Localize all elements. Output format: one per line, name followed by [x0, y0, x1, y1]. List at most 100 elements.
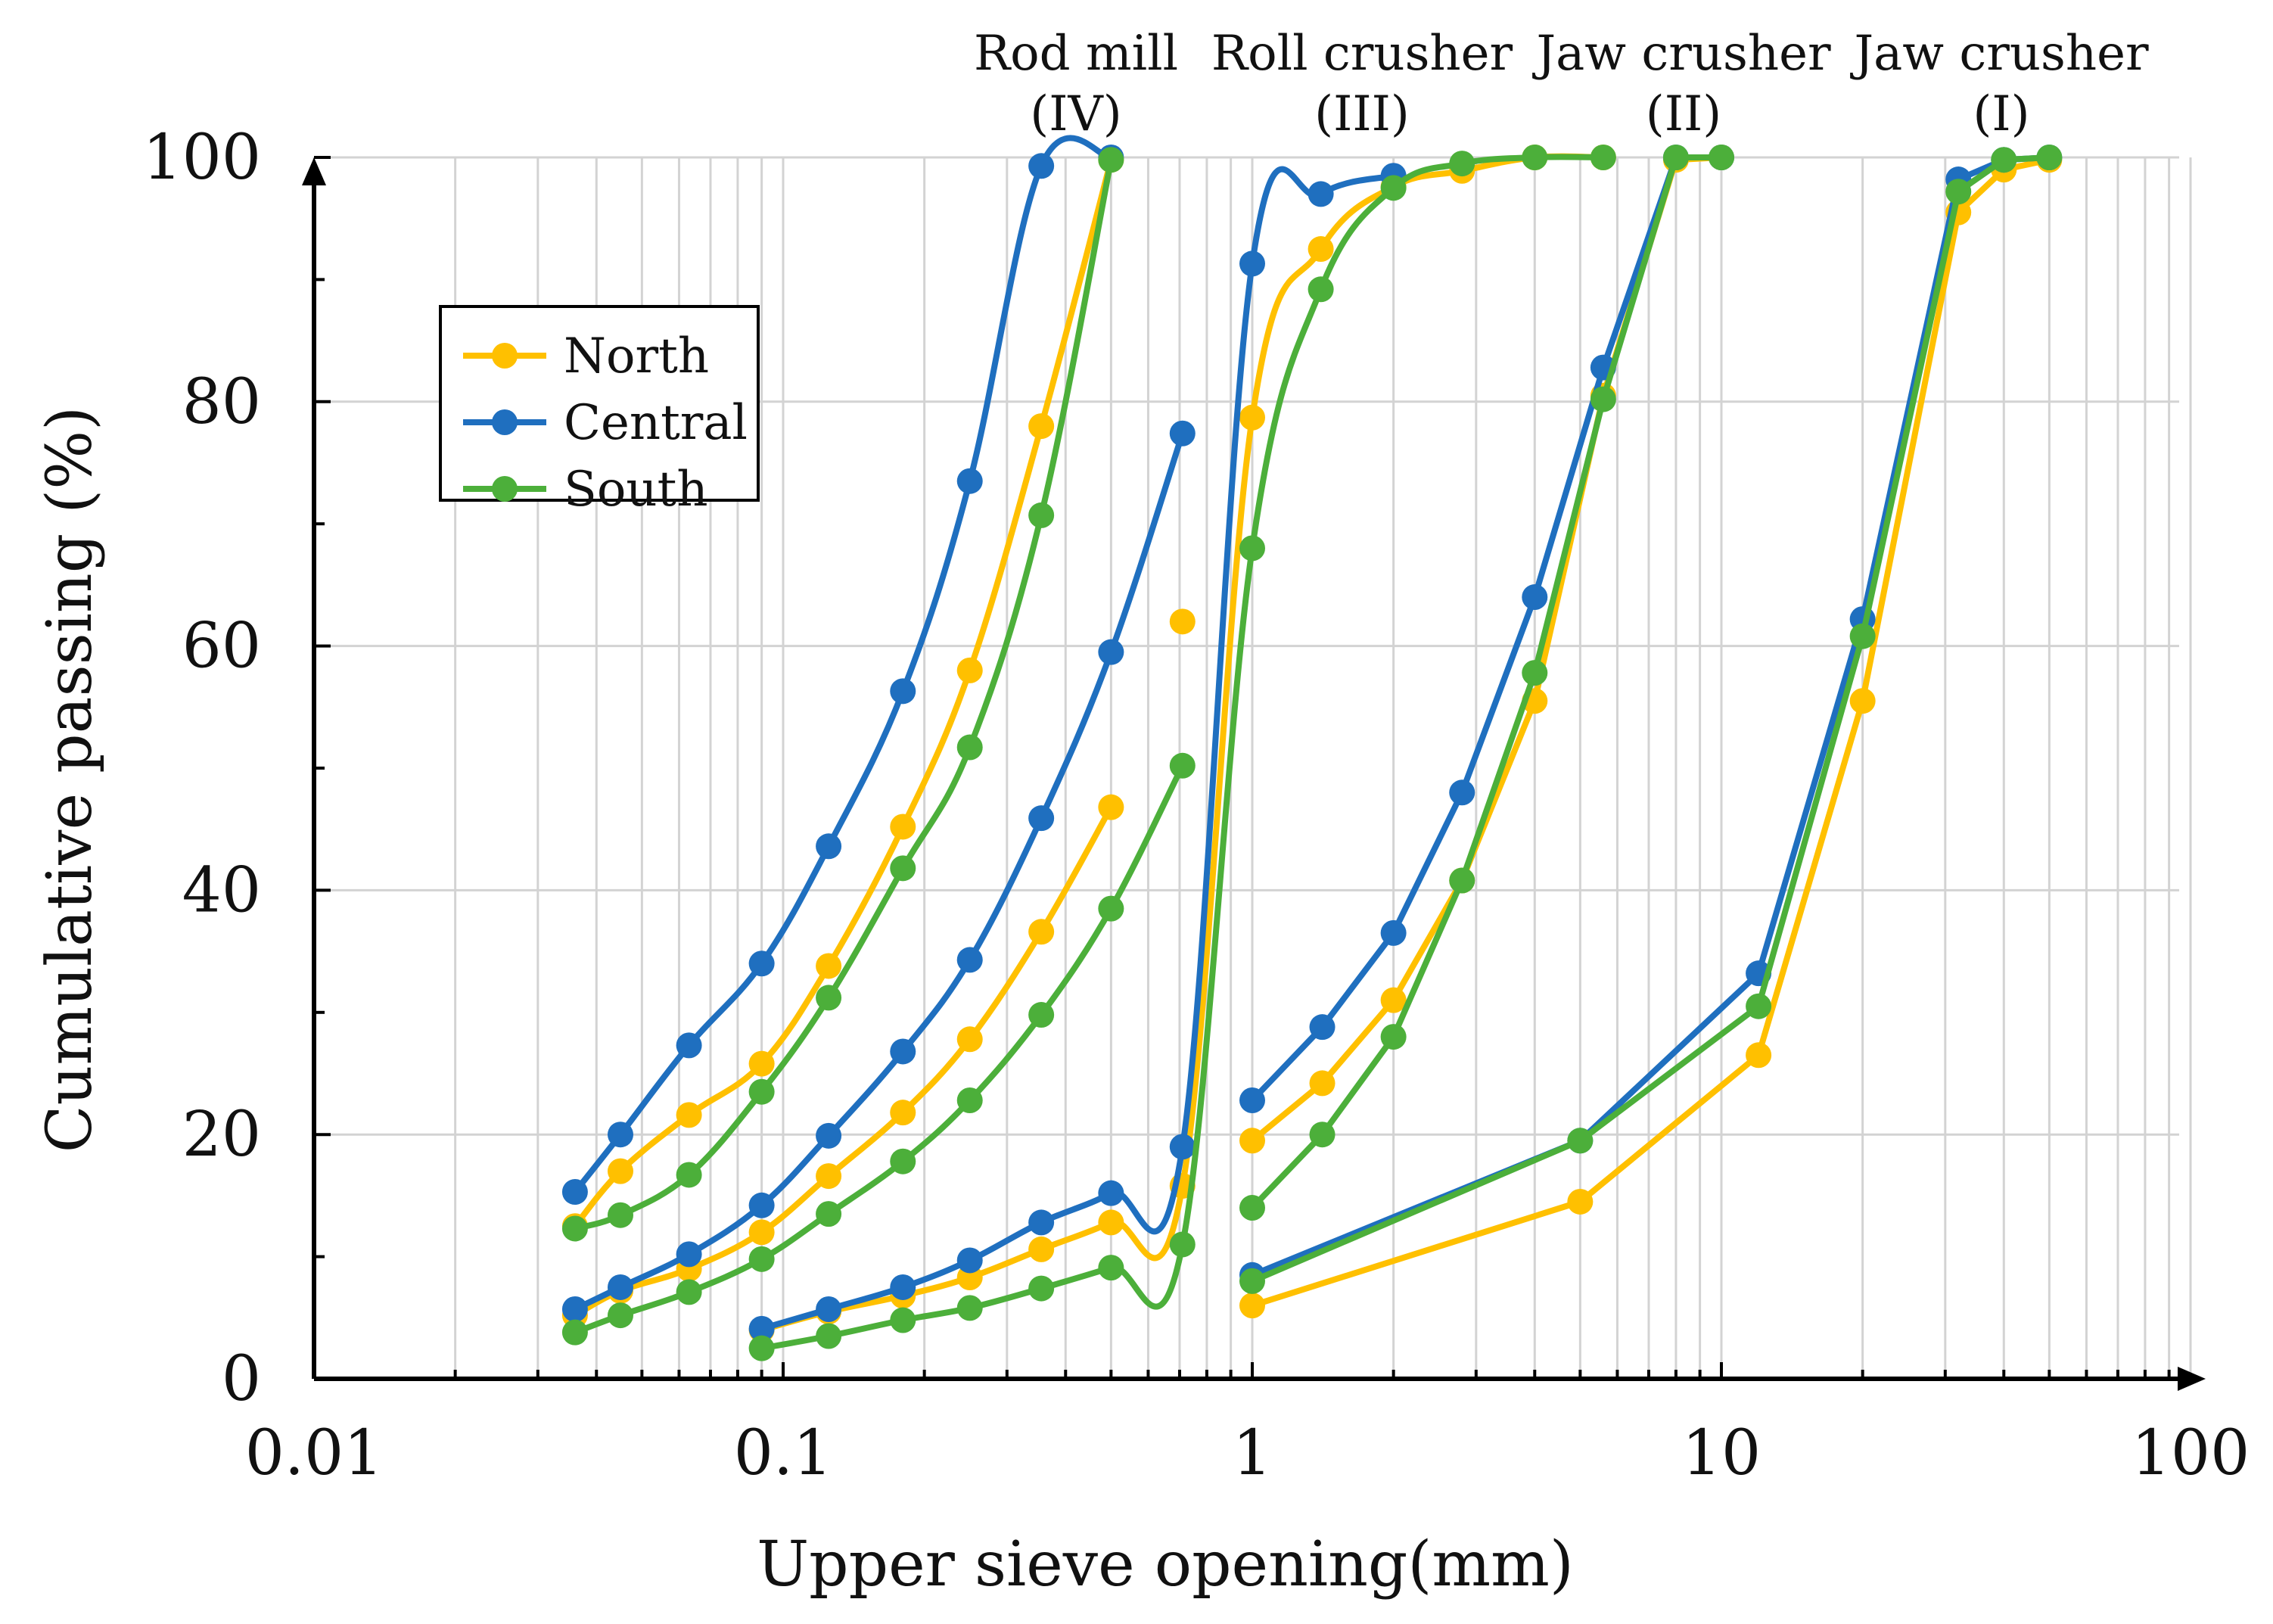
legend-swatch-marker: [492, 476, 518, 502]
data-point: [1380, 987, 1407, 1013]
data-point: [1849, 688, 1876, 714]
data-point: [1169, 420, 1196, 446]
data-point: [956, 1087, 983, 1114]
data-point: [1567, 1188, 1594, 1215]
series-central: [561, 135, 2063, 1342]
data-point: [748, 1192, 775, 1218]
stage-label-name: Rod mill: [974, 26, 1178, 82]
data-point: [890, 1148, 916, 1174]
series-south: [561, 145, 2063, 1361]
data-point: [890, 678, 916, 705]
data-point: [816, 1323, 842, 1349]
data-point: [676, 1102, 702, 1128]
legend-swatch-marker: [492, 409, 518, 435]
data-point: [561, 1179, 588, 1206]
data-point: [1169, 752, 1196, 779]
data-point: [1522, 584, 1548, 611]
data-point: [816, 833, 842, 860]
y-tick-label: 40: [182, 854, 261, 926]
data-point: [561, 1296, 588, 1323]
legend-swatch-marker: [492, 343, 518, 369]
data-point: [1309, 1070, 1336, 1097]
data-point: [1308, 236, 1334, 263]
data-point: [956, 657, 983, 683]
data-point: [748, 1315, 775, 1342]
data-point: [1709, 145, 1734, 170]
data-point: [956, 947, 983, 973]
x-tick-label: 1: [1233, 1417, 1272, 1489]
data-point: [1028, 805, 1055, 832]
series-line: [571, 762, 1186, 1336]
data-point: [1380, 919, 1407, 946]
y-tick-label: 100: [142, 122, 261, 194]
data-point: [1028, 1236, 1055, 1262]
data-point: [1239, 1195, 1265, 1221]
data-point: [816, 953, 842, 979]
data-point: [890, 855, 916, 882]
series-north: [561, 145, 2063, 1343]
data-point: [1449, 867, 1475, 894]
data-point: [816, 985, 842, 1011]
data-point: [1991, 147, 2017, 173]
y-tick-label: 20: [182, 1099, 261, 1171]
x-axis-arrow: [2178, 1367, 2206, 1391]
data-point: [816, 1163, 842, 1190]
data-point: [1945, 179, 1972, 205]
data-point: [890, 1038, 916, 1065]
data-point: [1169, 1231, 1196, 1258]
series-line: [571, 135, 1115, 1196]
data-point: [956, 1247, 983, 1274]
data-point: [1239, 250, 1265, 277]
data-point: [956, 734, 983, 761]
data-point: [890, 1307, 916, 1333]
stage-label-name: Jaw crusher: [1849, 26, 2149, 82]
data-point: [1028, 153, 1055, 179]
x-tick-label: 0.1: [734, 1417, 832, 1489]
legend-label: South: [564, 462, 708, 518]
data-point: [748, 1246, 775, 1272]
data-point: [607, 1274, 633, 1300]
data-point: [1098, 1180, 1124, 1206]
y-tick-label: 0: [222, 1343, 261, 1415]
data-point: [890, 1100, 916, 1126]
data-point: [1098, 1255, 1124, 1281]
data-point: [1567, 1128, 1594, 1154]
data-point: [1169, 1134, 1196, 1160]
data-point: [1098, 895, 1124, 922]
data-point: [890, 814, 916, 840]
data-point: [1239, 535, 1265, 562]
data-point: [1028, 1209, 1055, 1236]
data-point: [1098, 639, 1124, 665]
legend-label: Central: [564, 395, 748, 451]
series-line: [758, 154, 1606, 1352]
data-point: [748, 1219, 775, 1246]
data-point: [1380, 175, 1407, 201]
data-point: [1449, 151, 1475, 177]
data-point: [1239, 1128, 1265, 1154]
x-tick-label: 100: [2132, 1417, 2250, 1489]
data-point: [1309, 1122, 1336, 1148]
data-point: [1028, 502, 1055, 528]
data-point: [1028, 413, 1055, 440]
data-point: [1169, 608, 1196, 635]
data-point: [816, 1201, 842, 1227]
y-axis-arrow: [302, 157, 326, 185]
data-point: [890, 1274, 916, 1300]
data-point: [1308, 181, 1334, 207]
tick-labels: 0.01 0.1 1 10 100 0 20 40 60 80 100: [142, 122, 2250, 1489]
series-line: [571, 804, 1115, 1319]
y-tick-label: 60: [182, 611, 261, 683]
data-point: [956, 1026, 983, 1053]
stage-label-name: Roll crusher: [1211, 26, 1513, 82]
data-point: [676, 1241, 702, 1268]
data-point: [607, 1302, 633, 1329]
x-tick-label: 10: [1682, 1417, 1761, 1489]
data-point: [1098, 1209, 1124, 1236]
data-point: [1239, 1293, 1265, 1319]
data-point: [748, 1335, 775, 1361]
data-point: [1028, 1002, 1055, 1028]
stage-label-number: (I): [1973, 86, 2029, 142]
axes: [302, 157, 2206, 1391]
ticks: [312, 156, 2171, 1380]
